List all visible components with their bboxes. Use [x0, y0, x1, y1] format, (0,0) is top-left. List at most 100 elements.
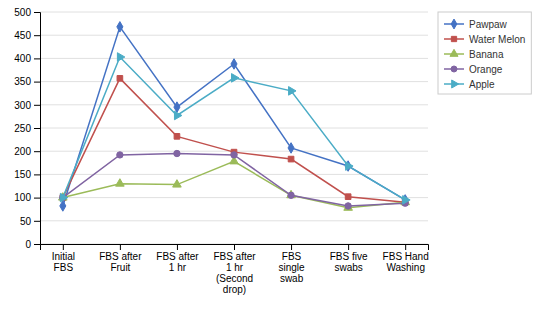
tick-label-line: swabs — [334, 262, 362, 273]
legend-entry: Pawpaw — [444, 19, 508, 30]
tick-label: InitialFBS — [52, 251, 75, 273]
point — [345, 203, 351, 209]
tick-mark — [34, 151, 40, 152]
tick-label: FBS afterFruit — [99, 251, 142, 273]
tick: FBS fiveswabs — [330, 244, 368, 273]
tick-mark — [34, 174, 40, 175]
tick-label: FBS after1 hr(Seconddrop) — [213, 251, 256, 295]
tick-mark — [177, 244, 178, 250]
tick-mark — [34, 244, 40, 245]
tick-mark — [34, 82, 40, 83]
grid-line — [40, 220, 428, 221]
point — [287, 190, 296, 197]
legend-label: Apple — [469, 79, 495, 90]
tick-label-line: Washing — [386, 262, 425, 273]
tick-label: 150 — [14, 169, 31, 180]
tick-label: 450 — [14, 30, 31, 41]
tick-label: 50 — [20, 216, 32, 227]
tick: 400 — [14, 53, 40, 64]
line — [63, 154, 405, 206]
tick: FBS afterFruit — [99, 244, 142, 273]
legend: PawpawWater MelonBananaOrangeApple — [438, 12, 531, 94]
tick-label: FBS HandWashing — [383, 251, 429, 273]
tick-label-line: FBS after — [156, 251, 199, 262]
tick: 450 — [14, 30, 40, 41]
legend-label: Pawpaw — [469, 19, 508, 30]
tick-mark — [34, 221, 40, 222]
y-axis: 0 50 100 150 200 250 300 350 400 450 500 — [14, 7, 40, 250]
legend-frame — [438, 12, 531, 94]
tick: 300 — [14, 100, 40, 111]
plot: 050100150200250300350400450500InitialFBS… — [14, 7, 428, 295]
tick-label: 100 — [14, 192, 31, 203]
point — [60, 193, 67, 202]
series — [60, 22, 408, 212]
point — [174, 111, 181, 120]
tick: FBS after1 hr(Seconddrop) — [213, 244, 256, 295]
tick-mark — [34, 58, 40, 59]
tick-label-line: drop) — [223, 284, 246, 295]
legend-marker — [450, 49, 458, 56]
tick: FBSsingleswab — [278, 244, 305, 284]
tick-label-line: single — [278, 262, 305, 273]
legend-marker — [451, 36, 456, 41]
tick-label: 500 — [14, 7, 31, 18]
grid-line — [40, 128, 428, 129]
tick-label-line: Initial — [52, 251, 75, 262]
x-axis: InitialFBSFBS afterFruitFBS after1 hrFBS… — [41, 244, 429, 295]
tick: 0 — [25, 239, 40, 250]
tick: 150 — [14, 169, 40, 180]
tick-label-line: 1 hr — [169, 262, 187, 273]
tick: 500 — [14, 7, 40, 18]
tick-mark — [63, 244, 64, 250]
legend-marker — [451, 66, 457, 72]
tick-mark — [34, 128, 40, 129]
tick-label-line: FBS Hand — [383, 251, 429, 262]
legend-marker — [452, 80, 459, 88]
series — [59, 156, 410, 210]
tick-mark — [34, 35, 40, 36]
axis-line — [41, 245, 429, 251]
point — [173, 180, 182, 187]
legend-marker — [451, 19, 457, 29]
grid-line — [40, 174, 428, 175]
point — [232, 74, 239, 83]
line — [63, 161, 405, 207]
point — [231, 59, 237, 70]
tick-label: 400 — [14, 53, 31, 64]
point — [288, 143, 294, 154]
tick-label: 200 — [14, 146, 31, 157]
tick-mark — [291, 244, 292, 250]
tick-label-line: FBS after — [213, 251, 256, 262]
tick-label-line: FBS after — [99, 251, 142, 262]
point — [117, 53, 124, 62]
tick-label-line: swab — [280, 273, 304, 284]
tick-mark — [348, 244, 349, 250]
tick: 350 — [14, 76, 40, 87]
tick: InitialFBS — [52, 244, 75, 273]
line — [63, 27, 405, 206]
tick-label-line: FBS — [282, 251, 302, 262]
tick-label-line: Fruit — [110, 262, 130, 273]
tick: 200 — [14, 146, 40, 157]
line — [63, 57, 405, 200]
tick: FBS after1 hr — [156, 244, 199, 273]
tick-mark — [234, 244, 235, 250]
tick-label-line: 1 hr — [226, 262, 244, 273]
tick-mark — [34, 105, 40, 106]
legend-label: Water Melon — [469, 34, 525, 45]
tick-mark — [405, 244, 406, 250]
tick: 50 — [20, 216, 40, 227]
grid-line — [40, 104, 428, 105]
point — [346, 162, 353, 171]
tick: 100 — [14, 192, 40, 203]
grid — [40, 12, 428, 244]
grid-line — [40, 12, 428, 13]
tick-label: 300 — [14, 100, 31, 111]
tick-label-line: (Second — [216, 273, 253, 284]
tick-label: 250 — [14, 123, 31, 134]
tick-label-line: FBS — [54, 262, 74, 273]
series — [60, 53, 410, 205]
tick-label: 0 — [25, 239, 31, 250]
tick-mark — [34, 198, 40, 199]
